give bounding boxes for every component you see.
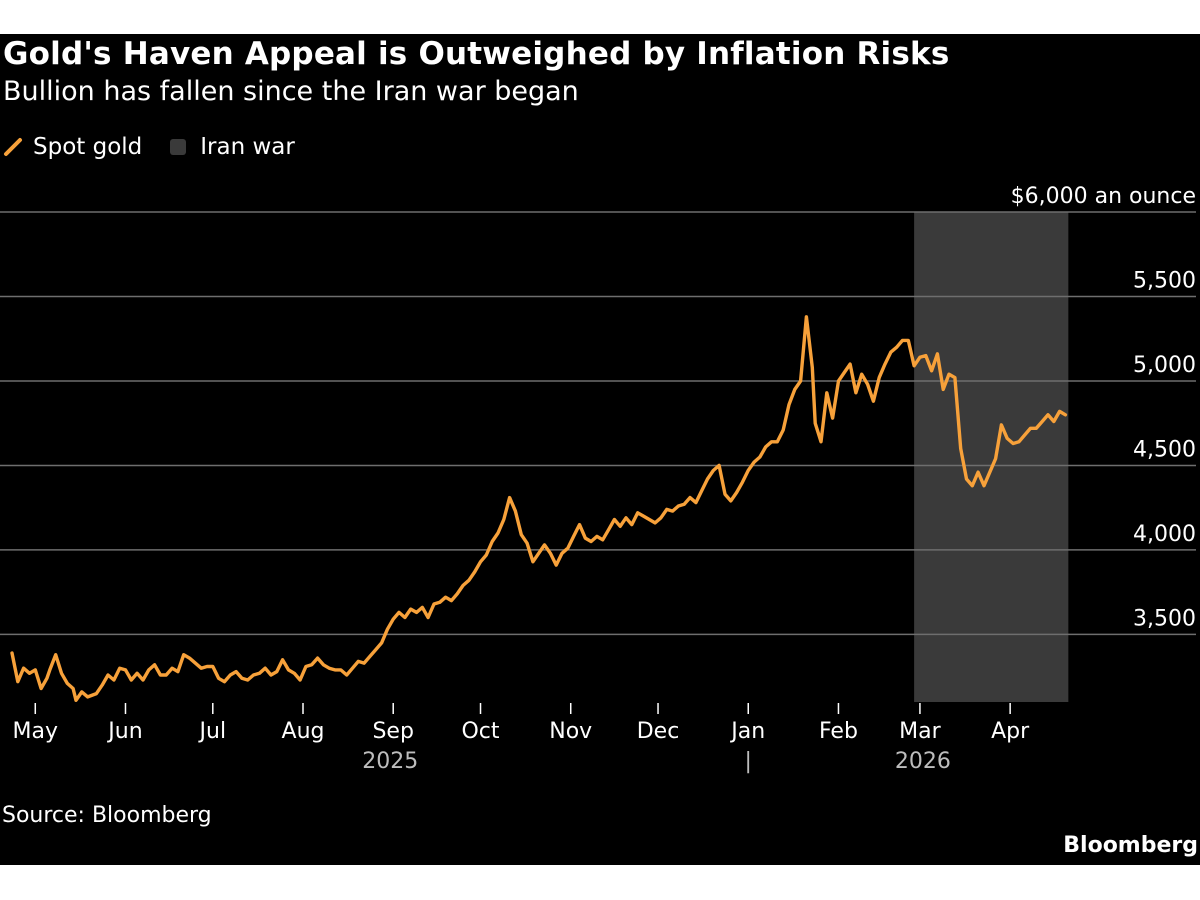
x-tick-label: Jul — [198, 719, 227, 744]
x-axis: May Jun Jul Aug Sep Oct Nov Dec Jan Feb Mar Apr 2025… — [13, 703, 1030, 774]
legend-item-iran-war: Iran war — [170, 134, 295, 160]
legend: Spot gold Iran war — [3, 132, 323, 162]
line-layer — [10, 315, 1068, 702]
legend-box-icon — [170, 139, 187, 155]
x-tick-label: Nov — [549, 719, 592, 744]
chart-title: Gold's Haven Appeal is Outweighed by Inf… — [3, 36, 950, 72]
x-tick-label: Sep — [372, 719, 413, 744]
y-tick-label: 3,500 — [1133, 606, 1196, 631]
line-chart: 3,500 4,000 4,500 5,000 5,500 $6,000 an ounce… — [0, 184, 1196, 774]
x-tick-label: Feb — [819, 719, 858, 744]
y-tick-label: 4,000 — [1133, 522, 1196, 547]
source-note: Source: Bloomberg — [2, 803, 212, 828]
x-tick-label: May — [13, 719, 58, 744]
brand-logo: Bloomberg — [1063, 833, 1198, 858]
x-tick-label: Mar — [899, 719, 941, 744]
y-axis-labels: 3,500 4,000 4,500 5,000 5,500 $6,000 an ounce — [1011, 184, 1196, 631]
grid-layer — [0, 211, 1196, 636]
y-tick-label: 4,500 — [1133, 437, 1196, 462]
x-tick-label: Jan — [729, 719, 765, 744]
shaded-region-iran-war — [914, 212, 1069, 702]
legend-label-spot-gold: Spot gold — [33, 134, 143, 160]
x-tick-label: Aug — [282, 719, 325, 744]
series-line-spot-gold — [10, 315, 1068, 702]
chart-frame: Gold's Haven Appeal is Outweighed by Inf… — [0, 34, 1200, 865]
year-label: | — [745, 749, 752, 774]
x-tick-label: Dec — [637, 719, 680, 744]
shade-layer — [914, 212, 1069, 702]
legend-item-spot-gold: Spot gold — [3, 134, 142, 160]
chart-subtitle: Bullion has fallen since the Iran war be… — [3, 76, 579, 107]
year-label: 2026 — [895, 749, 951, 774]
legend-label-iran-war: Iran war — [200, 134, 295, 160]
y-tick-label: 5,000 — [1133, 353, 1196, 378]
x-tick-label: Jun — [106, 719, 142, 744]
y-tick-label: 5,500 — [1133, 268, 1196, 293]
x-tick-label: Oct — [461, 719, 499, 744]
x-tick-label: Apr — [991, 719, 1030, 744]
year-label: 2025 — [362, 749, 418, 774]
legend-line-icon — [4, 138, 22, 156]
y-tick-label: $6,000 an ounce — [1011, 184, 1196, 209]
